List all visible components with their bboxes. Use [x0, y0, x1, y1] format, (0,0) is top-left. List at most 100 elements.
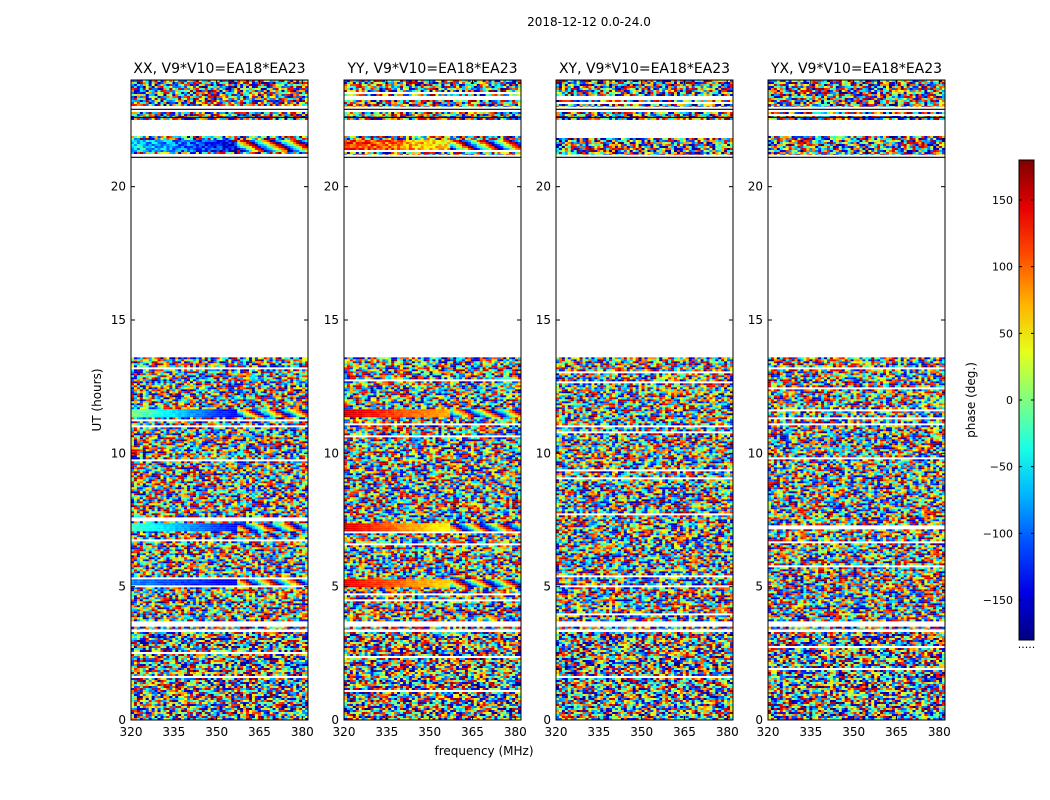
heatmap-cell — [220, 636, 223, 638]
heatmap-cell — [240, 636, 243, 638]
heatmap-cell — [237, 660, 240, 662]
heatmap-cell — [270, 632, 273, 634]
heatmap-cell — [217, 644, 220, 646]
heatmap-cell — [273, 642, 276, 644]
heatmap-cell — [225, 648, 228, 650]
heatmap-cell — [172, 648, 175, 650]
heatmap-cell — [202, 656, 205, 658]
heatmap-cell — [146, 646, 149, 648]
heatmap-cell — [258, 648, 261, 650]
heatmap-cell — [187, 638, 190, 640]
heatmap-cell — [302, 642, 305, 644]
heatmap-cell — [175, 644, 178, 646]
heatmap-cell — [161, 650, 164, 652]
heatmap-cell — [234, 650, 237, 652]
heatmap-cell — [302, 650, 305, 652]
heatmap-cell — [184, 648, 187, 650]
heatmap-cell — [252, 638, 255, 640]
heatmap-cell — [169, 648, 172, 650]
heatmap-cell — [290, 638, 293, 640]
heatmap-cell — [237, 654, 240, 656]
heatmap-cell — [202, 644, 205, 646]
heatmap-cell — [178, 642, 181, 644]
heatmap-cell — [228, 634, 231, 636]
heatmap-cell — [140, 658, 143, 660]
heatmap-cell — [172, 658, 175, 660]
heatmap-cell — [228, 660, 231, 662]
heatmap-cell — [208, 656, 211, 658]
heatmap-cell — [196, 642, 199, 644]
heatmap-cell — [172, 646, 175, 648]
heatmap-cell — [184, 644, 187, 646]
heatmap-cell — [240, 644, 243, 646]
heatmap-cell — [166, 648, 169, 650]
heatmap-cell — [273, 632, 276, 634]
heatmap-cell — [261, 636, 264, 638]
heatmap-cell — [214, 634, 217, 636]
heatmap-cell — [252, 650, 255, 652]
heatmap-cell — [258, 646, 261, 648]
heatmap-cell — [243, 632, 246, 634]
heatmap-cell — [231, 642, 234, 644]
heatmap-cell — [264, 648, 267, 650]
heatmap-cell — [220, 656, 223, 658]
heatmap-cell — [249, 646, 252, 648]
heatmap-cell — [184, 660, 187, 662]
heatmap-cell — [163, 646, 166, 648]
heatmap-cell — [249, 634, 252, 636]
heatmap-cell — [222, 636, 225, 638]
heatmap-cell — [211, 642, 214, 644]
heatmap-cell — [264, 638, 267, 640]
heatmap-cell — [166, 640, 169, 642]
heatmap-cell — [214, 644, 217, 646]
heatmap-cell — [161, 638, 164, 640]
heatmap-cell — [166, 650, 169, 652]
heatmap-cell — [234, 660, 237, 662]
heatmap-cell — [202, 632, 205, 634]
heatmap-cell — [264, 658, 267, 660]
heatmap-cell — [175, 638, 178, 640]
heatmap-cell — [199, 634, 202, 636]
heatmap-cell — [199, 656, 202, 658]
heatmap-cell — [264, 636, 267, 638]
heatmap-cell — [202, 634, 205, 636]
heatmap-cell — [222, 632, 225, 634]
heatmap-cell — [140, 634, 143, 636]
heatmap-cell — [246, 656, 249, 658]
heatmap-cell — [231, 660, 234, 662]
heatmap-cell — [222, 658, 225, 660]
heatmap-cell — [152, 634, 155, 636]
heatmap-cell — [196, 644, 199, 646]
heatmap-cell — [172, 644, 175, 646]
heatmap-cell — [264, 634, 267, 636]
heatmap-cell — [302, 656, 305, 658]
heatmap-cell — [276, 638, 279, 640]
heatmap-cell — [270, 650, 273, 652]
heatmap-cell — [134, 654, 137, 656]
heatmap-cell — [152, 644, 155, 646]
heatmap-cell — [284, 646, 287, 648]
heatmap-cell — [155, 656, 158, 658]
heatmap-cell — [166, 660, 169, 662]
heatmap-cell — [252, 642, 255, 644]
heatmap-cell — [155, 646, 158, 648]
heatmap-cell — [264, 642, 267, 644]
heatmap-cell — [299, 646, 302, 648]
heatmap-cell — [264, 656, 267, 658]
heatmap-cell — [196, 650, 199, 652]
heatmap-cell — [161, 632, 164, 634]
heatmap-cell — [246, 632, 249, 634]
heatmap-cell — [205, 638, 208, 640]
heatmap-cell — [240, 656, 243, 658]
heatmap-cell — [267, 656, 270, 658]
heatmap-cell — [296, 648, 299, 650]
heatmap-cell — [296, 632, 299, 634]
heatmap-cell — [302, 658, 305, 660]
heatmap-cell — [196, 654, 199, 656]
heatmap-cell — [181, 656, 184, 658]
heatmap-cell — [240, 634, 243, 636]
heatmap-cell — [237, 632, 240, 634]
heatmap-cell — [137, 656, 140, 658]
heatmap-cell — [246, 636, 249, 638]
heatmap-cell — [175, 654, 178, 656]
